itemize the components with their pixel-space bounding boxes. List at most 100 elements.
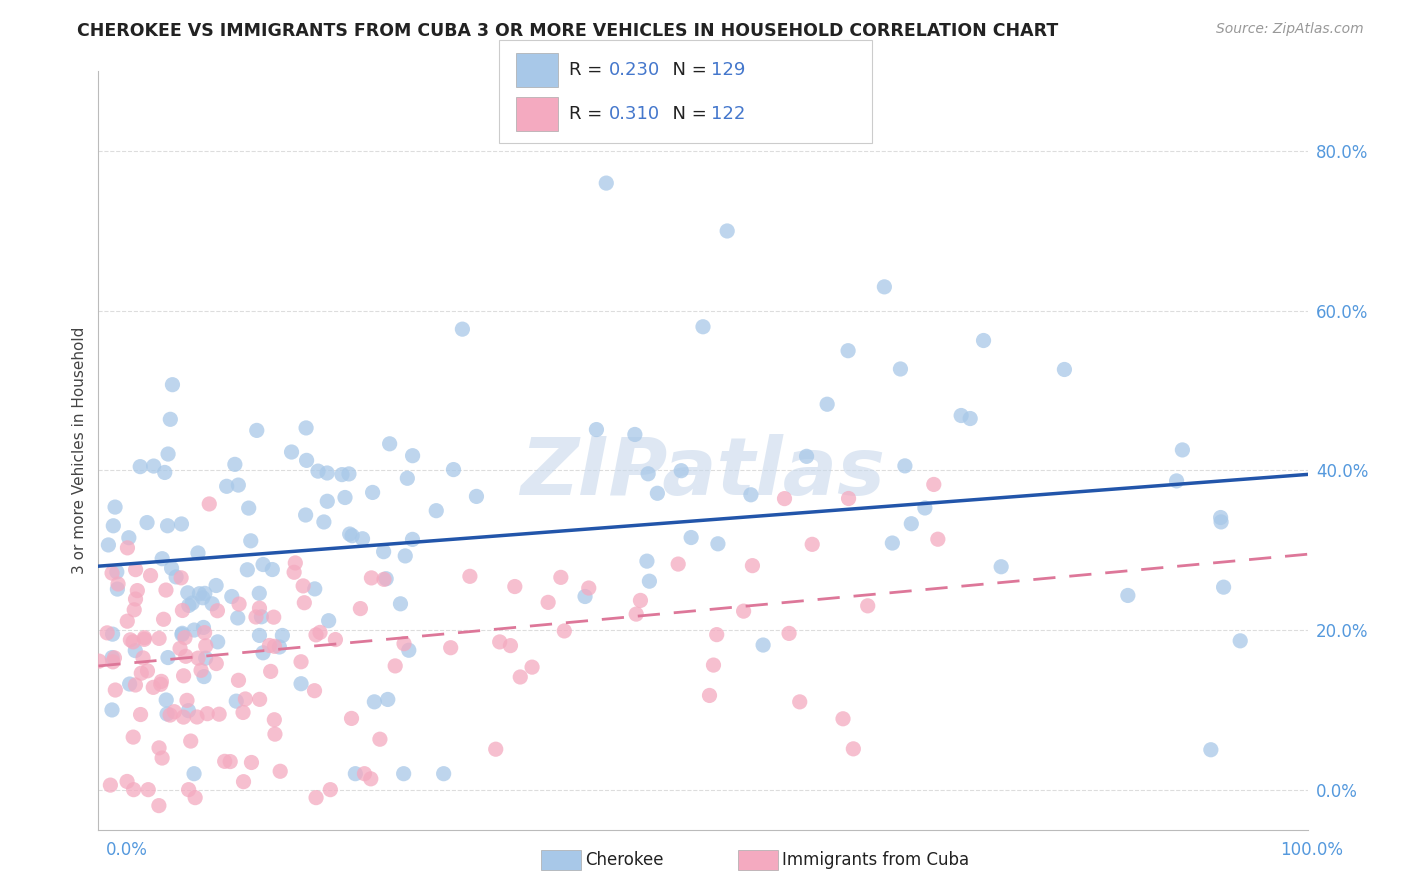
Point bbox=[194, 651, 217, 665]
Point bbox=[134, 631, 156, 645]
Point bbox=[159, 412, 181, 426]
Point bbox=[290, 655, 312, 669]
Point bbox=[330, 467, 353, 482]
Point bbox=[105, 565, 128, 579]
Point bbox=[194, 639, 217, 653]
Point bbox=[89, 654, 111, 668]
Point bbox=[193, 620, 215, 634]
Point bbox=[238, 501, 260, 516]
Point bbox=[174, 649, 197, 664]
Point bbox=[232, 706, 254, 720]
Point bbox=[159, 708, 181, 723]
Point bbox=[115, 774, 138, 789]
Point bbox=[129, 459, 152, 474]
Point bbox=[1229, 633, 1251, 648]
Point bbox=[198, 497, 221, 511]
Point bbox=[384, 659, 406, 673]
Point bbox=[97, 538, 120, 552]
Point bbox=[118, 531, 141, 545]
Point bbox=[373, 544, 395, 558]
Point bbox=[1209, 515, 1232, 529]
Point bbox=[578, 581, 600, 595]
Point bbox=[259, 639, 281, 653]
Point bbox=[375, 572, 398, 586]
Point bbox=[264, 727, 287, 741]
Point bbox=[249, 692, 271, 706]
Point bbox=[520, 660, 543, 674]
Point bbox=[882, 536, 904, 550]
Point bbox=[157, 447, 180, 461]
Point bbox=[458, 569, 481, 583]
Point bbox=[170, 516, 193, 531]
Point bbox=[304, 683, 326, 698]
Point bbox=[224, 458, 246, 472]
Point bbox=[156, 650, 179, 665]
Point bbox=[100, 778, 122, 792]
Point bbox=[173, 669, 195, 683]
Text: 122: 122 bbox=[711, 105, 745, 123]
Point bbox=[624, 427, 647, 442]
Point bbox=[702, 658, 724, 673]
Point bbox=[155, 583, 177, 598]
Point bbox=[180, 734, 202, 748]
Point bbox=[122, 782, 145, 797]
Point bbox=[1199, 743, 1222, 757]
Point bbox=[1116, 589, 1139, 603]
Point bbox=[636, 554, 658, 568]
Text: N =: N = bbox=[661, 61, 713, 78]
Point bbox=[499, 639, 522, 653]
Point bbox=[245, 610, 267, 624]
Point bbox=[927, 533, 949, 547]
Point bbox=[190, 664, 212, 678]
Point bbox=[284, 556, 307, 570]
Point bbox=[252, 646, 274, 660]
Point bbox=[194, 625, 217, 640]
Point bbox=[263, 640, 285, 654]
Point bbox=[716, 224, 738, 238]
Point bbox=[193, 669, 215, 683]
Point bbox=[172, 626, 194, 640]
Point bbox=[889, 362, 911, 376]
Point bbox=[250, 609, 273, 624]
Point bbox=[425, 504, 447, 518]
Point bbox=[172, 603, 194, 617]
Point bbox=[290, 677, 312, 691]
Point bbox=[260, 665, 283, 679]
Point bbox=[207, 604, 229, 618]
Point bbox=[181, 596, 204, 610]
Point bbox=[815, 397, 838, 411]
Point bbox=[389, 597, 412, 611]
Point bbox=[647, 486, 669, 500]
Point bbox=[337, 467, 360, 481]
Point bbox=[174, 631, 197, 645]
Point bbox=[801, 537, 824, 551]
Point bbox=[173, 710, 195, 724]
Point bbox=[177, 586, 200, 600]
Point bbox=[352, 532, 374, 546]
Point bbox=[228, 478, 250, 492]
Text: 0.0%: 0.0% bbox=[105, 840, 148, 858]
Point bbox=[186, 710, 208, 724]
Point bbox=[752, 638, 775, 652]
Point bbox=[117, 541, 139, 555]
Point bbox=[150, 751, 173, 765]
Point bbox=[122, 635, 145, 649]
Point bbox=[195, 706, 218, 721]
Point bbox=[169, 641, 191, 656]
Point bbox=[671, 464, 693, 478]
Point bbox=[292, 596, 315, 610]
Point bbox=[118, 677, 141, 691]
Point bbox=[148, 632, 170, 646]
Text: N =: N = bbox=[661, 105, 713, 123]
Point bbox=[225, 694, 247, 708]
Point bbox=[188, 587, 211, 601]
Point bbox=[773, 491, 796, 506]
Point bbox=[325, 632, 347, 647]
Point bbox=[368, 732, 391, 747]
Point bbox=[280, 445, 302, 459]
Text: ZIPatlas: ZIPatlas bbox=[520, 434, 886, 512]
Point bbox=[316, 466, 339, 480]
Point bbox=[96, 625, 118, 640]
Text: Source: ZipAtlas.com: Source: ZipAtlas.com bbox=[1216, 22, 1364, 37]
Text: 100.0%: 100.0% bbox=[1279, 840, 1343, 858]
